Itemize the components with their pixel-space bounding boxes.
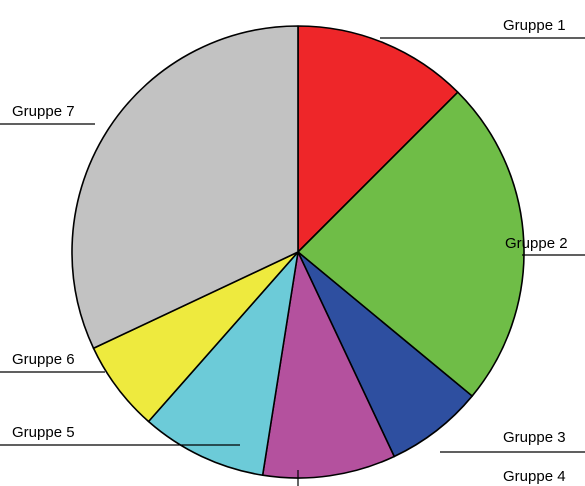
pie-slices [71, 25, 525, 479]
slice-label-4: Gruppe 4 [503, 468, 566, 485]
slice-label-6: Gruppe 6 [12, 351, 75, 368]
pie-slice-2 [297, 91, 525, 397]
slice-label-2: Gruppe 2 [505, 235, 568, 252]
pie-slice-4 [261, 251, 396, 479]
slice-label-5: Gruppe 5 [12, 424, 75, 441]
pie-slice-5 [147, 251, 299, 477]
pie-slice-1 [297, 25, 459, 253]
slice-label-1: Gruppe 1 [503, 17, 566, 34]
pie-slice-7 [71, 25, 299, 350]
slice-label-3: Gruppe 3 [503, 429, 566, 446]
pie-labels: Gruppe 1 Gruppe 2 Gruppe 3 Gruppe 4 Gruppe 5… [0, 17, 585, 486]
slice-label-7: Gruppe 7 [12, 103, 75, 120]
